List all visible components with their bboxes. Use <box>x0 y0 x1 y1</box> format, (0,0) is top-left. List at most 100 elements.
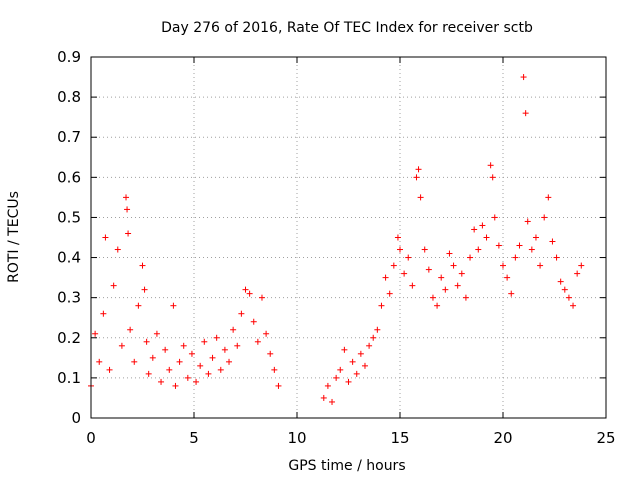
y-tick-label: 0.7 <box>57 128 81 146</box>
data-point <box>188 350 195 357</box>
data-point <box>417 194 424 201</box>
data-point <box>162 346 169 353</box>
y-tick-labels: 0 0.1 0.2 0.3 0.4 0.5 0.6 0.7 0.8 0.9 <box>57 48 81 427</box>
data-point <box>106 366 113 373</box>
data-point <box>258 294 265 301</box>
data-point <box>172 382 179 389</box>
x-axis-title: GPS time / hours <box>288 458 405 474</box>
data-point <box>333 374 340 381</box>
y-tick-label: 0.1 <box>57 369 81 387</box>
data-point <box>508 290 515 297</box>
data-point <box>421 246 428 253</box>
data-point <box>462 294 469 301</box>
data-point <box>491 214 498 221</box>
data-point <box>545 194 552 201</box>
data-point <box>467 254 474 261</box>
data-point <box>574 270 581 277</box>
x-tick-label: 10 <box>287 429 306 447</box>
data-point <box>143 338 150 345</box>
data-point <box>92 330 99 337</box>
x-tick-label: 0 <box>86 429 96 447</box>
data-point <box>520 74 527 81</box>
data-point <box>221 346 228 353</box>
data-point <box>124 206 131 213</box>
data-point <box>454 282 461 289</box>
data-point <box>487 162 494 169</box>
data-point <box>522 110 529 117</box>
data-point <box>495 242 502 249</box>
data-point <box>127 326 134 333</box>
data-point <box>320 394 327 401</box>
data-point <box>96 358 103 365</box>
data-point <box>374 326 381 333</box>
data-point <box>213 334 220 341</box>
data-point <box>361 362 368 369</box>
data-points <box>88 74 585 405</box>
data-point <box>578 262 585 269</box>
data-point <box>341 346 348 353</box>
data-point <box>570 302 577 309</box>
y-tick-label: 0.5 <box>57 208 81 226</box>
data-point <box>353 370 360 377</box>
data-point <box>401 270 408 277</box>
data-point <box>250 318 257 325</box>
data-point <box>438 274 445 281</box>
data-point <box>475 246 482 253</box>
data-point <box>254 338 261 345</box>
data-point <box>390 262 397 269</box>
data-point <box>166 366 173 373</box>
data-point <box>382 274 389 281</box>
data-point <box>397 246 403 253</box>
data-point <box>553 254 560 261</box>
data-point <box>489 174 496 181</box>
data-point <box>234 342 241 349</box>
data-point <box>153 330 160 337</box>
data-point <box>230 326 237 333</box>
data-point <box>125 230 132 237</box>
data-point <box>170 302 177 309</box>
data-point <box>205 370 212 377</box>
data-point <box>415 166 422 173</box>
data-point <box>386 290 393 297</box>
data-point <box>201 338 208 345</box>
data-point <box>139 262 146 269</box>
data-point <box>131 358 138 365</box>
data-point <box>217 366 224 373</box>
x-tick-label: 20 <box>493 429 512 447</box>
data-point <box>180 342 187 349</box>
data-point <box>184 374 191 381</box>
data-point <box>512 254 519 261</box>
data-point <box>446 250 453 257</box>
data-point <box>413 174 420 181</box>
data-point <box>528 246 535 253</box>
data-point <box>541 214 548 221</box>
data-point <box>267 350 274 357</box>
data-point <box>458 270 465 277</box>
data-point <box>145 370 152 377</box>
data-point <box>193 378 200 385</box>
data-point <box>324 382 331 389</box>
data-point <box>483 234 490 241</box>
data-point <box>561 286 568 293</box>
data-point <box>246 290 253 297</box>
data-point <box>405 254 412 261</box>
x-tick-label: 15 <box>390 429 409 447</box>
data-point <box>263 330 270 337</box>
data-point <box>532 234 539 241</box>
data-point <box>209 354 216 361</box>
data-point <box>378 302 385 309</box>
data-point <box>565 294 572 301</box>
data-point <box>479 222 486 229</box>
x-tick-labels: 0 5 10 15 20 25 <box>86 429 615 447</box>
data-point <box>176 358 183 365</box>
y-tick-label: 0.2 <box>57 329 81 347</box>
y-axis-title: ROTI / TECUs <box>6 191 22 283</box>
y-tick-label: 0.4 <box>57 249 81 267</box>
data-point <box>394 234 401 241</box>
data-point <box>434 302 441 309</box>
y-tick-label: 0 <box>71 409 81 427</box>
data-point <box>524 218 531 225</box>
data-point <box>197 362 204 369</box>
data-point <box>271 366 278 373</box>
data-point <box>329 398 336 405</box>
